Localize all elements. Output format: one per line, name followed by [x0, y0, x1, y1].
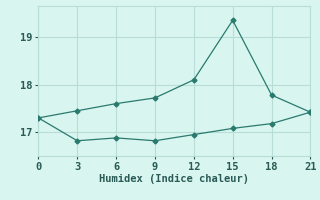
X-axis label: Humidex (Indice chaleur): Humidex (Indice chaleur): [100, 174, 249, 184]
